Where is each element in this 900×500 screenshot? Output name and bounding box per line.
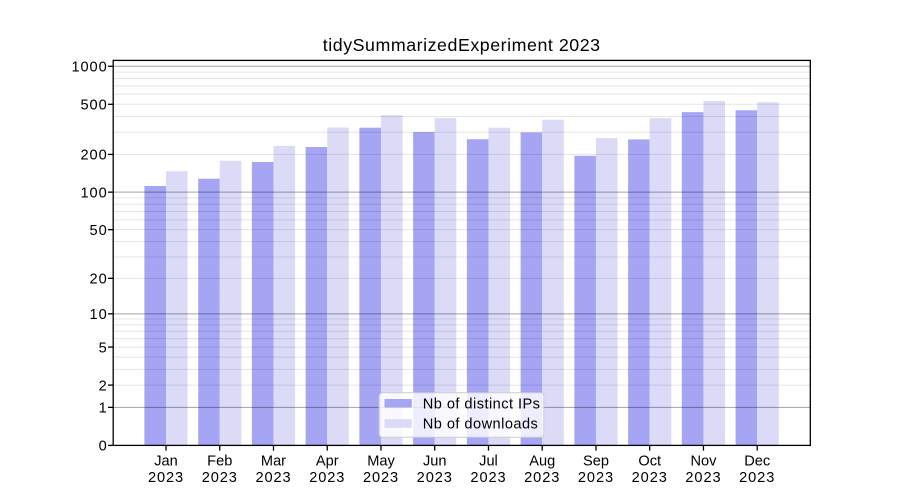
- svg-text:Dec: Dec: [744, 454, 770, 470]
- svg-text:Mar: Mar: [261, 454, 286, 470]
- svg-text:2023: 2023: [632, 470, 668, 486]
- svg-text:Nb of downloads: Nb of downloads: [423, 417, 538, 433]
- svg-text:Nb of distinct IPs: Nb of distinct IPs: [423, 397, 541, 413]
- svg-text:2023: 2023: [255, 470, 291, 486]
- svg-text:2023: 2023: [148, 470, 184, 486]
- svg-text:0: 0: [99, 439, 108, 455]
- svg-text:2023: 2023: [524, 470, 560, 486]
- svg-text:5: 5: [99, 340, 108, 356]
- svg-text:Oct: Oct: [638, 454, 661, 470]
- svg-text:Apr: Apr: [316, 454, 339, 470]
- svg-text:2023: 2023: [309, 470, 345, 486]
- svg-text:Jul: Jul: [479, 454, 498, 470]
- svg-text:Jun: Jun: [423, 454, 447, 470]
- svg-text:2: 2: [99, 378, 108, 394]
- svg-text:100: 100: [81, 185, 108, 201]
- svg-text:2023: 2023: [685, 470, 721, 486]
- svg-text:500: 500: [81, 98, 108, 114]
- svg-text:2023: 2023: [417, 470, 453, 486]
- svg-text:Jan: Jan: [154, 454, 178, 470]
- svg-text:50: 50: [90, 223, 108, 239]
- svg-text:May: May: [367, 454, 395, 470]
- svg-text:1000: 1000: [72, 60, 108, 76]
- svg-text:Nov: Nov: [690, 454, 717, 470]
- svg-text:2023: 2023: [470, 470, 506, 486]
- svg-text:200: 200: [81, 148, 108, 164]
- svg-text:Sep: Sep: [583, 454, 609, 470]
- svg-text:tidySummarizedExperiment 2023: tidySummarizedExperiment 2023: [323, 35, 601, 55]
- svg-text:1: 1: [99, 401, 108, 417]
- svg-text:Feb: Feb: [207, 454, 232, 470]
- svg-text:2023: 2023: [363, 470, 399, 486]
- svg-text:Aug: Aug: [529, 454, 555, 470]
- svg-text:10: 10: [90, 307, 108, 323]
- svg-text:2023: 2023: [739, 470, 775, 486]
- svg-text:2023: 2023: [578, 470, 614, 486]
- svg-text:2023: 2023: [202, 470, 238, 486]
- svg-text:20: 20: [90, 272, 108, 288]
